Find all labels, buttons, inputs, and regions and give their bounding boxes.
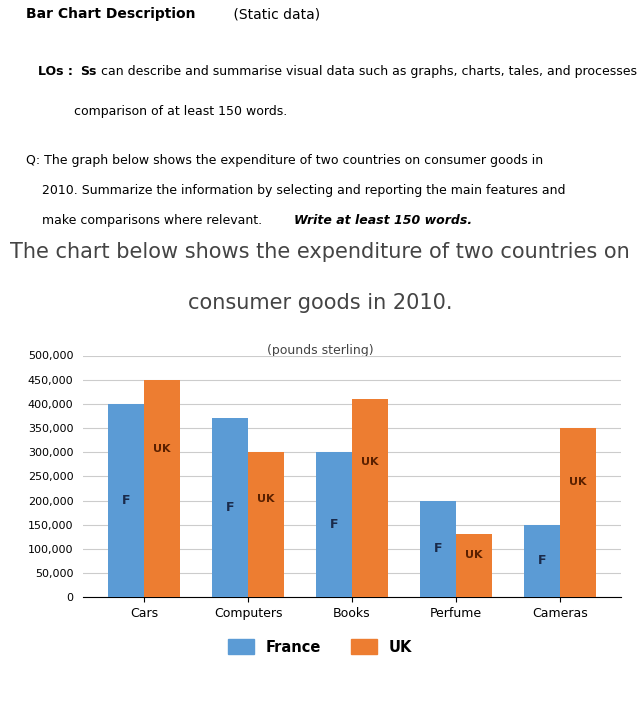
Bar xyxy=(420,501,456,597)
Text: UK: UK xyxy=(465,550,483,560)
Bar xyxy=(248,452,284,597)
Bar xyxy=(108,404,144,597)
Bar xyxy=(524,525,560,597)
Text: can describe and summarise visual data such as graphs, charts, tales, and proces: can describe and summarise visual data s… xyxy=(97,65,640,77)
Text: F: F xyxy=(122,494,130,507)
Text: F: F xyxy=(433,542,442,555)
Bar xyxy=(456,535,492,597)
Bar xyxy=(212,418,248,597)
Text: (Static data): (Static data) xyxy=(229,8,320,21)
Text: 2010. Summarize the information by selecting and reporting the main features and: 2010. Summarize the information by selec… xyxy=(26,184,565,197)
Text: consumer goods in 2010.: consumer goods in 2010. xyxy=(188,293,452,313)
Text: Q: The graph below shows the expenditure of two countries on consumer goods in: Q: The graph below shows the expenditure… xyxy=(26,154,543,167)
Bar xyxy=(560,428,596,597)
Text: UK: UK xyxy=(257,493,275,503)
Bar xyxy=(352,399,388,597)
Text: F: F xyxy=(538,555,546,567)
Text: F: F xyxy=(330,518,338,531)
Text: Ss: Ss xyxy=(80,65,97,77)
Text: (pounds sterling): (pounds sterling) xyxy=(267,344,373,357)
Text: make comparisons where relevant.: make comparisons where relevant. xyxy=(26,214,266,227)
Text: UK: UK xyxy=(362,457,379,467)
Text: UK: UK xyxy=(570,477,587,487)
Text: UK: UK xyxy=(154,444,171,454)
Text: comparison of at least 150 words.: comparison of at least 150 words. xyxy=(74,105,287,117)
Text: F: F xyxy=(225,501,234,514)
Text: Write at least 150 words.: Write at least 150 words. xyxy=(294,214,472,227)
Legend: France, UK: France, UK xyxy=(222,634,418,661)
Bar xyxy=(144,380,180,597)
Text: LOs :: LOs : xyxy=(38,65,77,77)
Text: The chart below shows the expenditure of two countries on: The chart below shows the expenditure of… xyxy=(10,242,630,262)
Text: Bar Chart Description: Bar Chart Description xyxy=(26,8,195,21)
Bar xyxy=(316,452,352,597)
